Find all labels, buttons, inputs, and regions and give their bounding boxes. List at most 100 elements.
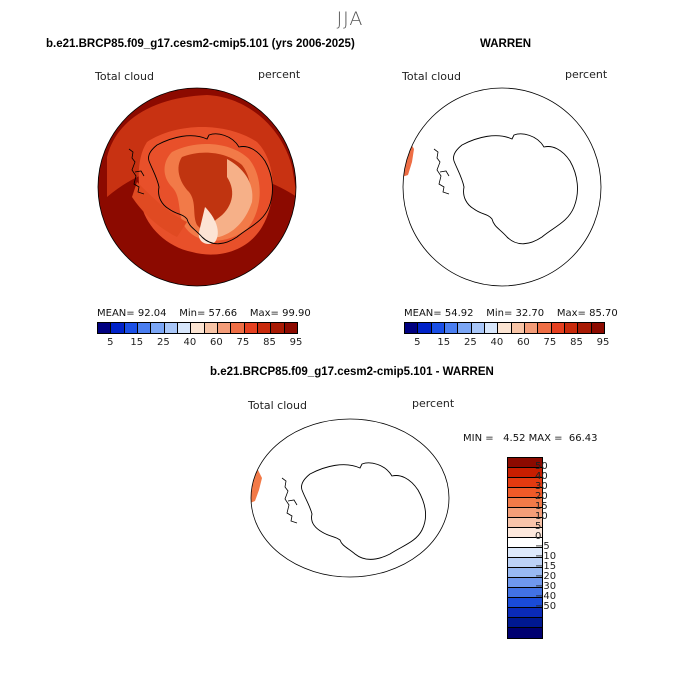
diff-map (250, 418, 450, 578)
model-colorbar-tick: 40 (183, 337, 197, 348)
model-colorbar-swatch (231, 323, 245, 333)
diff-colorbar-swatch (508, 518, 542, 528)
model-colorbar-tick: 60 (210, 337, 223, 348)
model-colorbar-swatch (191, 323, 205, 333)
diff-colorbar-tick: −40 (535, 591, 557, 602)
obs-colorbar-swatch (405, 323, 419, 333)
obs-colorbar-swatch (538, 323, 552, 333)
diff-colorbar-tick: 40 (535, 471, 548, 482)
model-min-label: Min= (179, 308, 206, 319)
diff-panel-title: b.e21.BRCP85.f09_g17.cesm2-cmip5.101 - W… (210, 366, 494, 378)
diff-colorbar-tick: 0 (535, 531, 542, 542)
diff-colorbar-swatch (508, 528, 542, 538)
obs-field-label: Total cloud (402, 70, 461, 83)
diff-colorbar-swatch (508, 508, 542, 518)
obs-colorbar-swatch (484, 323, 499, 333)
diff-colorbar-tick: 20 (535, 491, 548, 502)
diff-colorbar-tick: 30 (535, 481, 548, 492)
diff-colorbar-swatch (508, 618, 542, 628)
diff-colorbar-tick: 5 (535, 521, 542, 532)
obs-colorbar-swatch (524, 323, 539, 333)
obs-colorbar-tick: 60 (517, 337, 530, 348)
model-colorbar-tick: 95 (289, 337, 303, 348)
diff-colorbar-tick: −50 (535, 601, 557, 612)
obs-units-label: percent (565, 68, 608, 81)
obs-colorbar-tick: 85 (570, 337, 583, 348)
model-colorbar-swatch (151, 323, 165, 333)
obs-panel-title: WARREN (480, 38, 532, 50)
model-field-label: Total cloud (95, 70, 154, 83)
diff-stats: MIN = 4.52 MAX = 66.43 (463, 433, 598, 444)
model-colorbar-tick: 85 (263, 337, 276, 348)
diff-units-label: percent (412, 397, 455, 410)
diff-colorbar-swatch (508, 558, 542, 568)
obs-colorbar-tick: 15 (437, 337, 451, 348)
model-colorbar-swatch (177, 323, 192, 333)
diff-colorbar-swatch (508, 548, 542, 558)
obs-colorbar-tick: 40 (490, 337, 504, 348)
diff-colorbar-tick: 10 (535, 511, 548, 522)
diff-colorbar-tick: 15 (535, 501, 548, 512)
model-panel-title: b.e21.BRCP85.f09_g17.cesm2-cmip5.101 (yr… (46, 38, 355, 50)
model-colorbar-tick: 5 (107, 337, 114, 348)
diff-colorbar (507, 457, 543, 639)
model-colorbar-tick: 25 (156, 337, 170, 348)
obs-mean-value: 54.92 (444, 308, 474, 319)
model-colorbar-swatch (217, 323, 232, 333)
model-colorbar-swatch (164, 323, 178, 333)
model-colorbar-ticks: 5 15 25 40 60 75 85 95 (97, 337, 302, 349)
model-colorbar-swatch (124, 323, 138, 333)
model-colorbar-swatch (98, 323, 112, 333)
model-max-value: 99.90 (282, 308, 311, 319)
diff-colorbar-swatch (508, 488, 542, 498)
diff-colorbar-swatch (508, 578, 542, 588)
model-colorbar-swatch (111, 323, 125, 333)
obs-colorbar-swatch (471, 323, 485, 333)
obs-colorbar-tick: 75 (543, 337, 557, 348)
obs-max-label: Max= (556, 308, 586, 319)
model-colorbar (97, 322, 298, 334)
diff-colorbar-tick: −10 (535, 551, 557, 562)
model-max-label: Max= (249, 308, 279, 319)
obs-colorbar-ticks: 5 15 25 40 60 75 85 95 (404, 337, 609, 349)
obs-colorbar-swatch (591, 323, 604, 333)
model-colorbar-swatch (257, 323, 272, 333)
obs-colorbar-swatch (511, 323, 525, 333)
diff-colorbar-tick: −15 (535, 561, 557, 572)
diff-colorbar-tick: −5 (535, 541, 550, 552)
obs-map (402, 87, 602, 287)
model-colorbar-tick: 15 (130, 337, 144, 348)
diff-colorbar-swatch (508, 608, 542, 618)
obs-colorbar-swatch (418, 323, 432, 333)
model-units-label: percent (258, 68, 301, 81)
obs-colorbar-swatch (578, 323, 592, 333)
diff-colorbar-swatch (508, 568, 542, 578)
model-mean-label: MEAN= (97, 308, 135, 319)
obs-colorbar-swatch (498, 323, 512, 333)
diff-colorbar-tick: −30 (535, 581, 557, 592)
model-colorbar-swatch (244, 323, 258, 333)
diff-colorbar-tick: −20 (535, 571, 557, 582)
obs-colorbar-swatch (564, 323, 579, 333)
diff-min-label: MIN = (463, 433, 494, 444)
obs-colorbar-swatch (431, 323, 445, 333)
model-colorbar-tick: 75 (236, 337, 250, 348)
model-stats: MEAN= 92.04 Min= 57.66 Max= 99.90 (97, 308, 311, 319)
obs-colorbar-tick: 95 (596, 337, 610, 348)
obs-colorbar-swatch (458, 323, 472, 333)
model-map (97, 87, 297, 287)
diff-colorbar-swatch (508, 498, 542, 508)
diff-colorbar-swatch (508, 628, 542, 638)
model-colorbar-swatch (271, 323, 285, 333)
diff-max-label: MAX = (528, 433, 563, 444)
obs-max-value: 85.70 (589, 308, 618, 319)
diff-max-value: 66.43 (568, 433, 598, 444)
model-colorbar-swatch (284, 323, 297, 333)
model-colorbar-swatch (204, 323, 218, 333)
obs-mean-label: MEAN= (404, 308, 442, 319)
obs-colorbar-tick: 5 (414, 337, 421, 348)
obs-colorbar-swatch (444, 323, 459, 333)
obs-colorbar-tick: 25 (463, 337, 477, 348)
diff-colorbar-swatch (508, 598, 542, 608)
obs-min-value: 32.70 (515, 308, 545, 319)
